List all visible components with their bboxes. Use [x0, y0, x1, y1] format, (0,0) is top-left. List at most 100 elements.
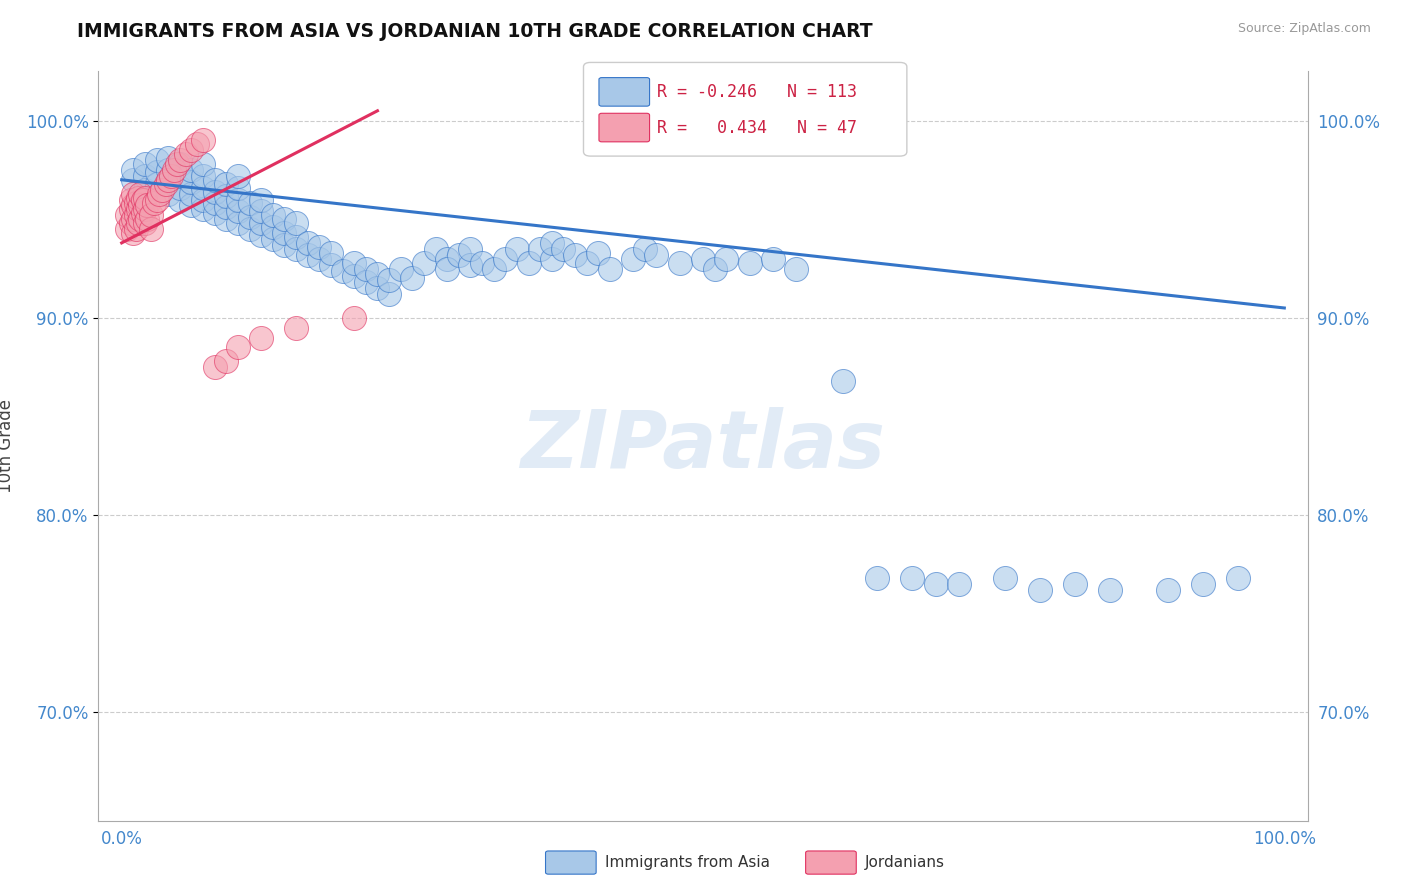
Point	[122, 186, 145, 201]
Point	[186, 137, 208, 152]
Point	[157, 173, 180, 187]
Point	[599, 261, 621, 276]
Point	[204, 360, 226, 375]
Point	[127, 190, 149, 204]
Point	[155, 177, 177, 191]
Point	[191, 133, 214, 147]
Point	[157, 151, 180, 165]
Point	[169, 193, 191, 207]
Point	[122, 163, 145, 178]
Point	[191, 202, 214, 217]
Point	[204, 185, 226, 199]
Point	[588, 245, 610, 260]
Point	[127, 202, 149, 217]
Text: IMMIGRANTS FROM ASIA VS JORDANIAN 10TH GRADE CORRELATION CHART: IMMIGRANTS FROM ASIA VS JORDANIAN 10TH G…	[77, 22, 873, 41]
Point	[129, 198, 152, 212]
Point	[159, 169, 181, 183]
Point	[122, 212, 145, 227]
Point	[239, 222, 262, 236]
Point	[319, 258, 342, 272]
Point	[994, 571, 1017, 585]
Point	[145, 153, 167, 167]
Point	[285, 216, 308, 230]
Point	[471, 255, 494, 269]
Point	[1064, 577, 1087, 591]
Point	[692, 252, 714, 266]
Point	[131, 193, 153, 207]
Point	[143, 196, 166, 211]
Point	[366, 281, 388, 295]
Point	[120, 193, 142, 207]
Text: Immigrants from Asia: Immigrants from Asia	[605, 855, 769, 870]
Text: ZIPatlas: ZIPatlas	[520, 407, 886, 485]
Point	[285, 242, 308, 256]
Point	[366, 268, 388, 282]
Point	[131, 206, 153, 220]
Point	[226, 193, 249, 207]
Point	[621, 252, 644, 266]
Point	[332, 263, 354, 277]
Point	[157, 163, 180, 178]
Point	[139, 222, 162, 236]
Point	[134, 202, 156, 217]
Point	[354, 261, 377, 276]
Point	[319, 245, 342, 260]
Point	[215, 201, 238, 215]
Point	[215, 177, 238, 191]
Point	[308, 252, 330, 266]
Point	[120, 216, 142, 230]
Point	[553, 242, 575, 256]
Point	[204, 173, 226, 187]
Point	[343, 255, 366, 269]
Point	[239, 211, 262, 225]
Point	[285, 230, 308, 244]
Point	[134, 190, 156, 204]
Point	[529, 242, 551, 256]
Point	[506, 242, 529, 256]
Point	[166, 157, 188, 171]
Point	[948, 577, 970, 591]
Point	[191, 180, 214, 194]
Point	[262, 232, 284, 246]
Point	[157, 175, 180, 189]
Point	[226, 180, 249, 194]
Point	[129, 186, 152, 201]
Point	[174, 147, 197, 161]
Point	[124, 208, 146, 222]
Point	[122, 226, 145, 240]
Point	[866, 571, 889, 585]
Point	[117, 208, 139, 222]
Point	[1029, 582, 1052, 597]
Text: Source: ZipAtlas.com: Source: ZipAtlas.com	[1237, 22, 1371, 36]
Point	[575, 255, 598, 269]
Point	[163, 163, 186, 178]
Point	[401, 271, 423, 285]
Point	[378, 273, 401, 287]
Point	[145, 177, 167, 191]
Point	[226, 340, 249, 354]
Point	[436, 252, 458, 266]
Point	[1098, 582, 1121, 597]
Point	[262, 208, 284, 222]
Point	[191, 157, 214, 171]
Point	[785, 261, 807, 276]
Point	[129, 212, 152, 227]
Point	[425, 242, 447, 256]
Point	[564, 248, 586, 262]
Point	[136, 212, 159, 227]
Point	[297, 248, 319, 262]
Point	[127, 216, 149, 230]
Point	[180, 198, 202, 212]
Point	[343, 269, 366, 284]
Point	[180, 186, 202, 201]
Point	[215, 354, 238, 368]
Point	[117, 222, 139, 236]
Text: Jordanians: Jordanians	[865, 855, 945, 870]
Text: R =   0.434   N = 47: R = 0.434 N = 47	[657, 119, 856, 136]
Point	[226, 204, 249, 219]
Point	[460, 258, 482, 272]
Point	[540, 235, 562, 250]
Point	[180, 175, 202, 189]
Point	[150, 183, 173, 197]
Point	[308, 240, 330, 254]
